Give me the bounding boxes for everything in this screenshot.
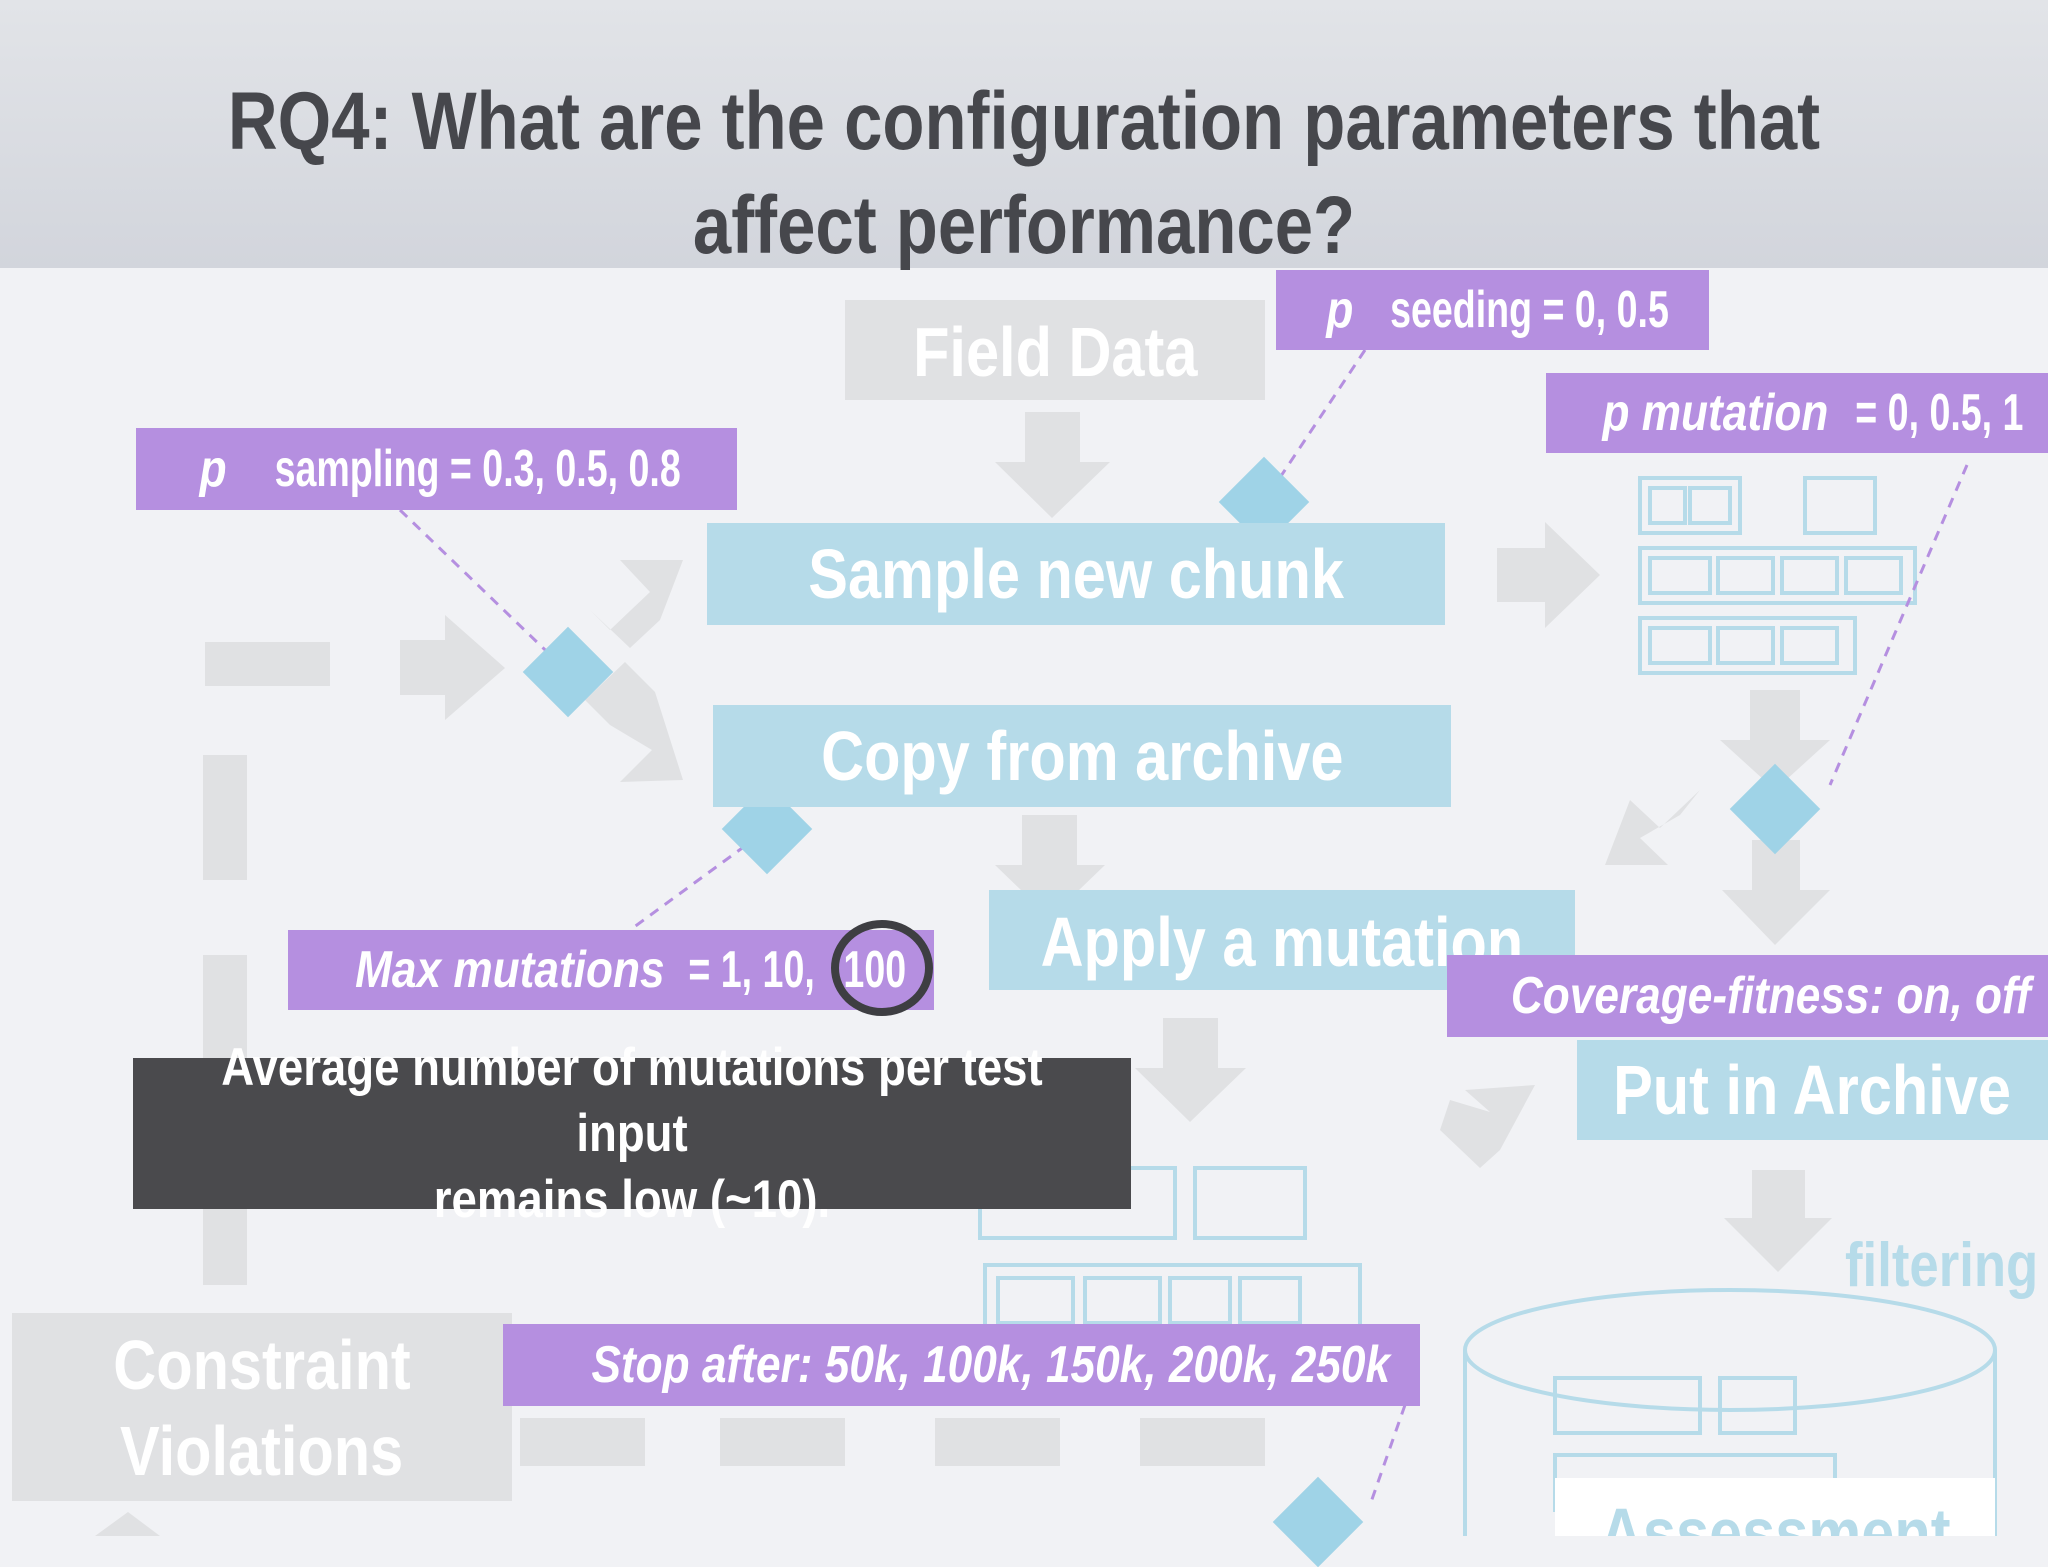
callout-line1: Average number of mutations per test inp…: [221, 1037, 1043, 1163]
p-sampling-var: p: [199, 440, 227, 498]
constraint-violations-label: Constraint Violations: [12, 1322, 512, 1494]
max-mutations-value: = 1, 10,: [687, 941, 815, 999]
field-data-label: Field Data: [912, 313, 1198, 391]
copy-from-archive-node: Copy from archive: [713, 705, 1451, 807]
filtering-label: filtering: [1845, 1231, 2039, 1300]
assessment-box: Assessment: [1555, 1478, 1995, 1536]
coverage-fitness-param: Coverage-fitness: on, off: [1447, 955, 2048, 1037]
slide-title: RQ4: What are the configuration paramete…: [164, 70, 1884, 278]
stop-after-param: Stop after: 50k, 100k, 150k, 200k, 250k: [503, 1324, 1420, 1406]
callout-line2: remains low (~10).: [433, 1169, 831, 1229]
slide-title-line1: RQ4: What are the configuration paramete…: [227, 76, 1821, 167]
max-mutations-var: Max mutations: [355, 941, 665, 999]
p-mutation-value: = 0, 0.5, 1: [1855, 384, 2024, 442]
title-bar: [0, 0, 2048, 268]
callout-box: Average number of mutations per test inp…: [133, 1038, 1131, 1229]
assessment-label: Assessment: [1599, 1494, 1951, 1536]
slide-title-line2: affect performance?: [692, 180, 1356, 271]
p-seeding-param: p seeding = 0, 0.5: [1276, 270, 1709, 350]
p-sampling-param: p sampling = 0.3, 0.5, 0.8: [136, 428, 737, 510]
sample-new-chunk-node: Sample new chunk: [707, 523, 1445, 625]
p-seeding-value: seeding = 0, 0.5: [1390, 281, 1670, 339]
highlight-circle: [831, 920, 933, 1016]
p-seeding-var: p: [1326, 281, 1354, 339]
put-in-archive-node: Put in Archive: [1577, 1040, 2048, 1140]
constraint-violations-line2: Violations: [120, 1412, 404, 1490]
p-mutation-param: p mutation = 0, 0.5, 1: [1546, 373, 2048, 453]
p-sampling-value: sampling = 0.3, 0.5, 0.8: [274, 440, 681, 498]
apply-mutation-node: Apply a mutation: [989, 890, 1575, 990]
field-data-box: [845, 300, 1265, 400]
p-mutation-var: p mutation: [1602, 384, 1829, 442]
constraint-violations-box: [12, 1313, 512, 1501]
constraint-violations-line1: Constraint: [113, 1326, 411, 1404]
